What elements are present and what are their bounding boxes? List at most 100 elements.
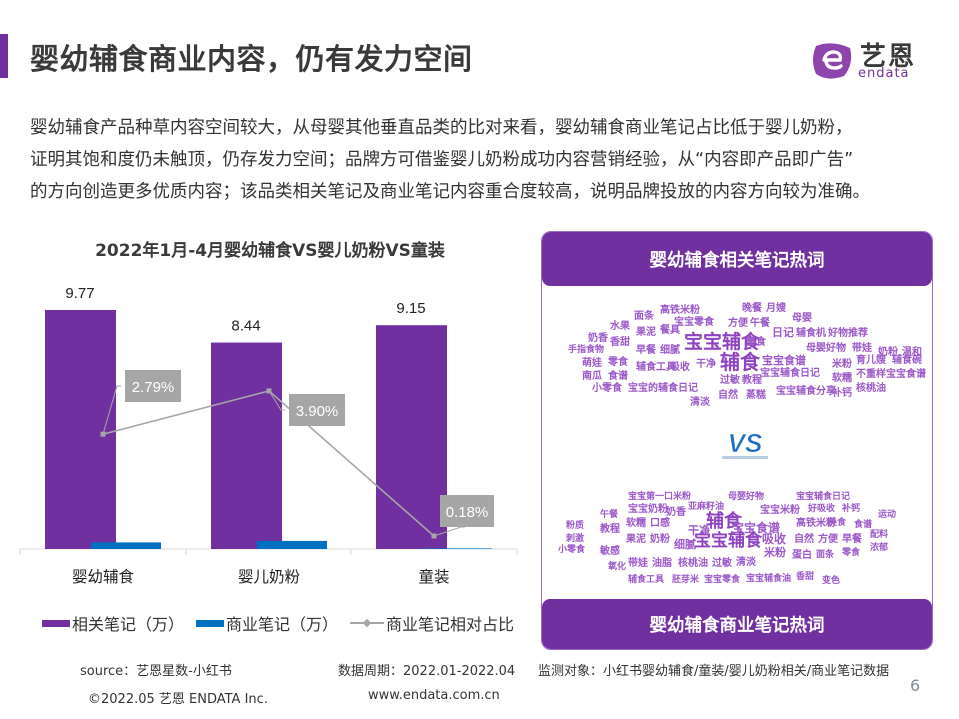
hotword: 果泥 bbox=[626, 534, 646, 545]
intro-line: 的方向创造更多优质内容；该品类相关笔记及商业笔记内容重合度较高，说明品牌投放的内… bbox=[30, 182, 870, 202]
hotword: 食谱 bbox=[608, 371, 628, 382]
intro-line: 婴幼辅食产品种草内容空间较大，从母婴其他垂直品类的比对来看，婴幼辅食商业笔记占比… bbox=[30, 118, 853, 138]
hotword: 宝宝食谱 bbox=[732, 521, 781, 535]
hotword: 辅食 bbox=[706, 511, 742, 532]
hotword: 食谱 bbox=[854, 520, 873, 530]
hotword: 日记 bbox=[772, 326, 794, 339]
hotword: 敏感 bbox=[600, 546, 620, 557]
hotword: 清淡 bbox=[736, 557, 756, 568]
hotword: 口感 bbox=[650, 518, 670, 529]
hotword: 补钙 bbox=[842, 504, 861, 514]
hotword: 带娃 bbox=[852, 343, 872, 354]
hotword: 宝宝食谱 bbox=[762, 354, 806, 367]
hotword: 奶粉 bbox=[650, 534, 670, 545]
hotword: 高铁米粉 bbox=[796, 518, 836, 529]
hotword: 带娃 bbox=[628, 558, 648, 569]
bar-value-label: 9.15 bbox=[396, 300, 425, 317]
hotword: 粉质 bbox=[566, 521, 585, 531]
hotword: 油脂 bbox=[652, 558, 672, 569]
ratio-value-label: 2.79% bbox=[132, 379, 175, 396]
legend-label: 商业笔记相对占比 bbox=[386, 615, 515, 634]
hotword: 刺激 bbox=[566, 534, 585, 544]
hotword: 好物推荐 bbox=[828, 328, 868, 339]
hotword: 早餐 bbox=[842, 534, 862, 545]
hotword: 零食 bbox=[608, 357, 628, 368]
hotword: 香甜 bbox=[796, 572, 815, 582]
hotword: 宝宝辅食日记 bbox=[796, 492, 851, 502]
hotword: 晚餐 bbox=[742, 303, 762, 314]
ratio-value-label: 0.18% bbox=[446, 504, 489, 521]
hotword: 南瓜 bbox=[582, 371, 602, 382]
bar-related-notes bbox=[376, 325, 447, 549]
hotword: 软糯 bbox=[626, 518, 646, 529]
page-title: 婴幼辅食商业内容，仍有发力空间 bbox=[30, 42, 473, 76]
bar-related-notes bbox=[45, 310, 116, 549]
hotword: 变色 bbox=[822, 576, 841, 586]
hotword: 亚麻籽油 bbox=[688, 502, 725, 512]
category-label: 童装 bbox=[418, 567, 449, 586]
hotword: 细腻 bbox=[660, 345, 680, 356]
hotword: 餐具 bbox=[660, 325, 680, 336]
bar-value-label: 8.44 bbox=[231, 318, 260, 335]
hotword: 吸收 bbox=[762, 532, 787, 546]
hotword: 宝宝辅食 bbox=[684, 331, 761, 353]
chart-title: 2022年1月-4月婴幼辅食VS婴儿奶粉VS童装 bbox=[95, 241, 445, 261]
hotword: 宝宝零食 bbox=[704, 575, 741, 585]
commercial-notes-word-cloud: 宝宝第一口米粉 母婴好物 宝宝辅食日记 亚麻籽油 宝宝奶粉 奶香 宝宝米粉 好吸收 补钙 午餐 运动… bbox=[542, 489, 932, 589]
website-link[interactable]: www.endata.com.cn bbox=[368, 688, 500, 703]
hotword: 补钙 bbox=[832, 388, 852, 399]
hotword: 米粉 bbox=[832, 359, 852, 370]
hotword: 运动 bbox=[878, 510, 897, 520]
hotword: 教程 bbox=[742, 375, 762, 386]
hotword: 美食 bbox=[828, 518, 847, 528]
legend-label: 商业笔记（万） bbox=[226, 615, 339, 634]
intro-line: 证明其饱和度仍未触顶，仍存发力空间；品牌方可借鉴婴儿奶粉成功内容营销经验，从“内… bbox=[30, 150, 854, 170]
hotword: 奶粉 bbox=[878, 347, 898, 358]
hotword: 水果 bbox=[610, 321, 630, 332]
hotword: 萌娃 bbox=[582, 358, 602, 369]
ratio-callout-box bbox=[289, 394, 345, 426]
hotword: 不重样宝宝食谱 bbox=[856, 369, 926, 380]
category-label: 婴儿奶粉 bbox=[238, 568, 300, 586]
hotword: 面条 bbox=[634, 311, 654, 322]
hotword: 宝宝米粉 bbox=[760, 505, 800, 516]
hotword: 月嫂 bbox=[766, 303, 786, 314]
hotword: 胚芽米 bbox=[672, 575, 700, 585]
endata-logo: 艺恩 endata bbox=[810, 36, 930, 86]
hotword: 蛋白 bbox=[792, 550, 812, 561]
logo-english-text: endata bbox=[858, 66, 910, 81]
callout-leader-line bbox=[102, 385, 121, 435]
legend-item-commercial-notes: 商业笔记（万） bbox=[196, 611, 338, 635]
hotword: 配料 bbox=[870, 530, 889, 540]
hotword: 高铁米粉 bbox=[660, 305, 700, 316]
hotword: 温和 bbox=[902, 347, 922, 358]
hotword: 宝宝零食 bbox=[674, 317, 714, 328]
commercial-hotwords-header: 婴幼辅食商业笔记热词 bbox=[542, 599, 932, 649]
hotword: 软糯 bbox=[832, 373, 852, 384]
hotword: 清淡 bbox=[690, 397, 710, 408]
hotword: 核桃油 bbox=[856, 383, 886, 394]
related-notes-word-cloud: 高铁米粉 晚餐 月嫂 面条 宝宝零食 方便 午餐 母婴 水果 果泥 餐具 日记 辅食机 好物推荐 奶香 香甜宝… bbox=[542, 300, 932, 410]
page-number: 6 bbox=[910, 676, 921, 695]
hotword: 奶香 bbox=[666, 507, 686, 518]
bar-value-label: 9.77 bbox=[65, 285, 94, 302]
category-label: 婴幼辅食 bbox=[72, 568, 135, 586]
hotword: 宝宝辅食油 bbox=[746, 574, 792, 584]
data-period-note: 数据周期：2022.01-2022.04 bbox=[338, 664, 516, 679]
hotword: 吸收 bbox=[670, 362, 690, 373]
ratio-callout-box bbox=[440, 495, 494, 527]
hotword: 手指食物 bbox=[568, 345, 605, 355]
hotword: 母婴好物 bbox=[728, 492, 765, 502]
endata-e-logo-icon bbox=[813, 43, 852, 79]
hotword: 辅食工具 bbox=[636, 362, 676, 373]
hotword: 过敏 bbox=[720, 375, 740, 386]
hotword: 好吸收 bbox=[808, 504, 836, 514]
hotword: 核桃油 bbox=[678, 558, 708, 569]
bar-related-notes bbox=[211, 342, 282, 549]
title-accent-bar bbox=[0, 34, 8, 78]
ratio-value-label: 3.90% bbox=[296, 403, 339, 420]
hotword: 美食 bbox=[746, 337, 766, 348]
legend-swatch-purple bbox=[42, 619, 70, 627]
hotword: 小零食 bbox=[558, 545, 586, 555]
ratio-callout-box bbox=[125, 370, 181, 402]
